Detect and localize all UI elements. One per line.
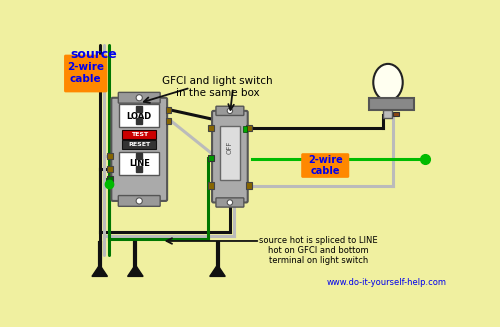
Ellipse shape	[374, 64, 402, 101]
FancyBboxPatch shape	[118, 196, 160, 206]
Text: 2-wire
cable: 2-wire cable	[308, 155, 342, 176]
Text: source hot is spliced to LINE
hot on GFCI and bottom
terminal on light switch: source hot is spliced to LINE hot on GFC…	[259, 235, 378, 266]
Bar	[108, 153, 113, 159]
FancyBboxPatch shape	[112, 98, 167, 201]
Bar	[382, 110, 392, 118]
FancyBboxPatch shape	[118, 92, 160, 103]
Text: OFF: OFF	[227, 140, 233, 154]
Text: RESET: RESET	[128, 142, 150, 147]
Text: GFCI and light switch
in the same box: GFCI and light switch in the same box	[162, 76, 273, 98]
Text: LINE: LINE	[129, 160, 150, 168]
Circle shape	[136, 95, 142, 101]
Bar	[392, 112, 399, 116]
FancyBboxPatch shape	[212, 111, 248, 202]
Circle shape	[227, 200, 232, 205]
FancyBboxPatch shape	[216, 198, 244, 207]
Text: 2-wire
cable: 2-wire cable	[67, 62, 104, 84]
Text: source: source	[70, 48, 117, 61]
Bar	[368, 98, 414, 110]
Bar	[246, 125, 252, 131]
Bar	[208, 155, 214, 161]
FancyBboxPatch shape	[64, 55, 108, 92]
Bar	[166, 107, 171, 113]
Text: www.do-it-yourself-help.com: www.do-it-yourself-help.com	[327, 278, 447, 287]
Bar	[220, 126, 240, 180]
Bar	[122, 130, 156, 139]
Bar	[208, 125, 214, 131]
Circle shape	[227, 108, 232, 113]
Polygon shape	[128, 265, 143, 276]
Text: LOAD: LOAD	[126, 112, 152, 121]
Bar	[108, 165, 113, 172]
FancyBboxPatch shape	[301, 153, 349, 178]
Bar	[246, 182, 252, 189]
Polygon shape	[92, 265, 108, 276]
Text: TEST: TEST	[130, 132, 148, 137]
Bar	[208, 182, 214, 189]
Bar	[119, 152, 160, 175]
Bar	[243, 126, 247, 132]
FancyBboxPatch shape	[216, 106, 244, 115]
Bar	[119, 104, 160, 127]
Bar	[166, 118, 171, 124]
Circle shape	[136, 198, 142, 204]
Polygon shape	[210, 265, 225, 276]
Bar	[108, 176, 113, 182]
Bar	[122, 140, 156, 148]
